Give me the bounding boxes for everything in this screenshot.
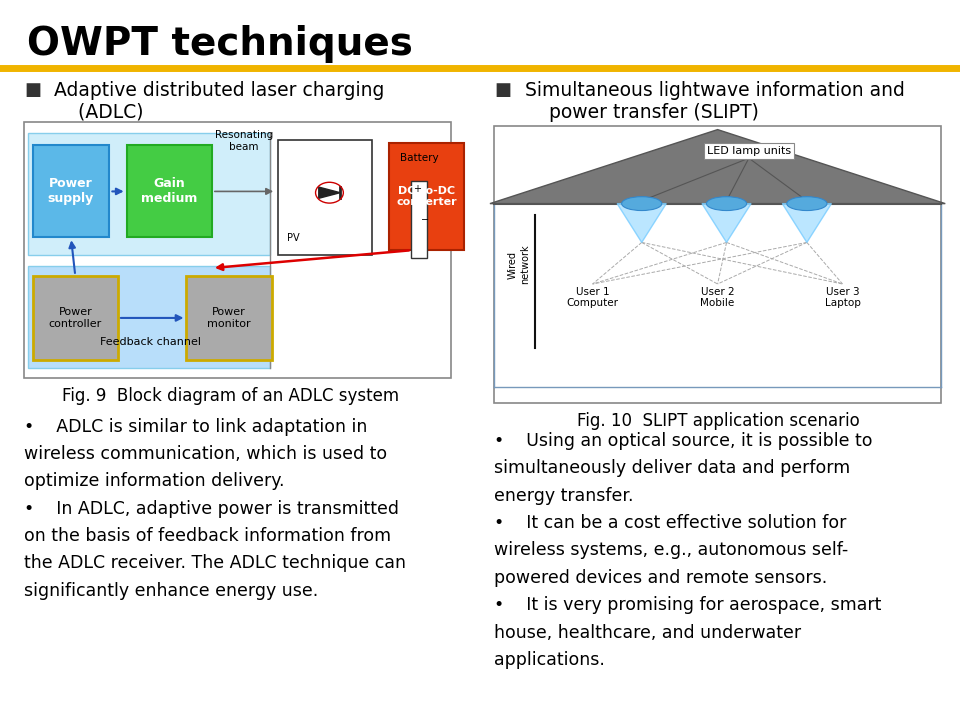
- FancyBboxPatch shape: [28, 266, 270, 368]
- Text: OWPT techniques: OWPT techniques: [27, 25, 413, 63]
- Text: wireless systems, e.g., autonomous self-: wireless systems, e.g., autonomous self-: [494, 541, 849, 559]
- Text: Power
controller: Power controller: [49, 307, 102, 329]
- Text: powered devices and remote sensors.: powered devices and remote sensors.: [494, 569, 828, 587]
- Text: on the basis of feedback information from: on the basis of feedback information fro…: [24, 527, 391, 545]
- Text: Simultaneous lightwave information and
    power transfer (SLIPT): Simultaneous lightwave information and p…: [525, 81, 905, 122]
- Text: significantly enhance energy use.: significantly enhance energy use.: [24, 582, 319, 600]
- Text: •    In ADLC, adaptive power is transmitted: • In ADLC, adaptive power is transmitted: [24, 500, 399, 518]
- FancyBboxPatch shape: [278, 140, 372, 256]
- FancyBboxPatch shape: [24, 122, 451, 378]
- Text: •    It can be a cost effective solution for: • It can be a cost effective solution fo…: [494, 514, 847, 532]
- Text: applications.: applications.: [494, 651, 605, 669]
- Text: User 3
Laptop: User 3 Laptop: [825, 287, 860, 308]
- Text: •    It is very promising for aerospace, smart: • It is very promising for aerospace, sm…: [494, 596, 882, 614]
- Text: −: −: [421, 215, 429, 225]
- Text: house, healthcare, and underwater: house, healthcare, and underwater: [494, 624, 802, 642]
- FancyBboxPatch shape: [33, 145, 109, 238]
- FancyBboxPatch shape: [28, 132, 270, 256]
- Text: Feedback channel: Feedback channel: [100, 337, 201, 347]
- FancyBboxPatch shape: [33, 276, 118, 360]
- Text: •    Using an optical source, it is possible to: • Using an optical source, it is possibl…: [494, 432, 873, 450]
- FancyBboxPatch shape: [127, 145, 212, 238]
- Text: Fig. 9  Block diagram of an ADLC system: Fig. 9 Block diagram of an ADLC system: [61, 387, 399, 405]
- FancyBboxPatch shape: [389, 143, 464, 251]
- Text: Resonating
beam: Resonating beam: [215, 130, 274, 152]
- Text: +: +: [413, 184, 420, 194]
- Text: Gain
medium: Gain medium: [141, 177, 198, 205]
- Text: Battery: Battery: [400, 153, 439, 163]
- Text: simultaneously deliver data and perform: simultaneously deliver data and perform: [494, 459, 851, 477]
- Text: DC-to-DC
converter: DC-to-DC converter: [396, 186, 457, 207]
- Text: the ADLC receiver. The ADLC technique can: the ADLC receiver. The ADLC technique ca…: [24, 554, 406, 572]
- Text: optimize information delivery.: optimize information delivery.: [24, 472, 284, 490]
- Text: User 2
Mobile: User 2 Mobile: [701, 287, 734, 308]
- Ellipse shape: [707, 197, 747, 210]
- Polygon shape: [782, 204, 831, 243]
- Text: •    ADLC is similar to link adaptation in: • ADLC is similar to link adaptation in: [24, 418, 368, 436]
- Text: ■: ■: [24, 81, 41, 99]
- Text: Fig. 10  SLIPT application scenario: Fig. 10 SLIPT application scenario: [577, 412, 859, 430]
- Text: energy transfer.: energy transfer.: [494, 487, 634, 505]
- Polygon shape: [319, 187, 340, 198]
- Polygon shape: [617, 204, 666, 243]
- Text: Adaptive distributed laser charging
    (ADLC): Adaptive distributed laser charging (ADL…: [54, 81, 384, 122]
- Text: User 1
Computer: User 1 Computer: [566, 287, 618, 308]
- FancyBboxPatch shape: [494, 126, 941, 403]
- Text: Power
monitor: Power monitor: [207, 307, 251, 329]
- Text: Power
supply: Power supply: [48, 177, 94, 205]
- Text: PV: PV: [287, 233, 300, 243]
- FancyBboxPatch shape: [412, 181, 427, 258]
- Text: ■: ■: [494, 81, 512, 99]
- Ellipse shape: [622, 197, 661, 210]
- Text: LED lamp units: LED lamp units: [707, 146, 791, 156]
- Polygon shape: [702, 204, 751, 243]
- Text: Wired
network: Wired network: [508, 245, 530, 284]
- Text: wireless communication, which is used to: wireless communication, which is used to: [24, 445, 387, 463]
- Ellipse shape: [787, 197, 827, 210]
- Polygon shape: [490, 130, 946, 204]
- FancyBboxPatch shape: [186, 276, 272, 360]
